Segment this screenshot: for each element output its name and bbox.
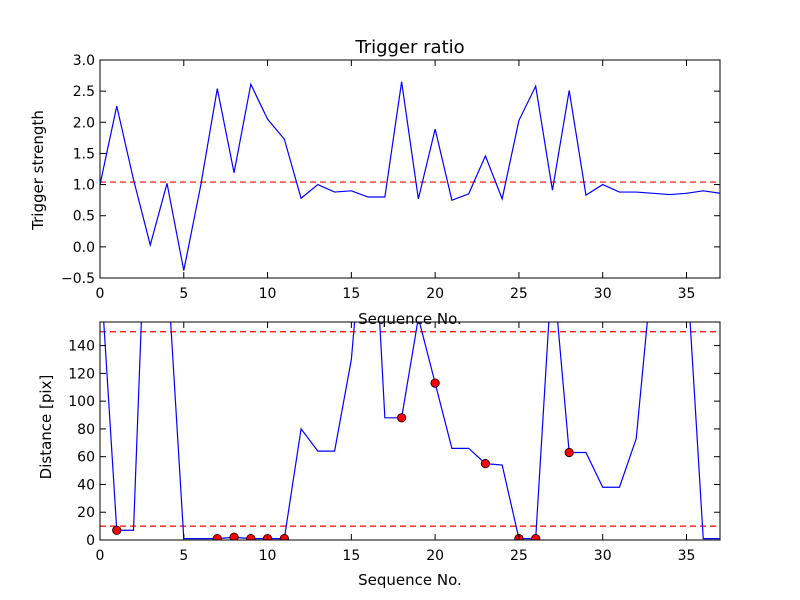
y-tick-label: 120 [68,366,95,382]
y-tick-label: 80 [77,422,95,438]
data-point-marker [246,534,256,540]
x-ticks: 0 5 10 15 20 25 30 35 [96,60,696,302]
trigger-ratio-chart: Trigger ratio −0.50.00.51.01.52.02.53.0 … [29,37,721,328]
data-point-marker [480,459,491,469]
data-point-marker [229,532,239,540]
x-axis-label: Sequence No. [358,310,462,328]
x-tick-label: 0 [96,548,105,564]
y-tick-label: 100 [68,394,95,410]
y-tick-label: 1.0 [73,178,95,194]
axes-frame [99,321,721,541]
y-axis-label: Trigger strength [29,110,47,231]
y-ticks: −0.5 0.0 0.5 1.0 1.5 2.0 2.5 3.0 [61,53,720,287]
axes-frame [99,59,721,279]
x-tick-label: 35 [678,548,696,564]
data-point-marker [430,378,440,388]
x-tick-label: 5 [179,286,188,302]
data-point-marker [564,447,574,458]
y-tick-label: 2.5 [73,84,95,100]
y-tick-label: 3.0 [73,53,95,69]
x-ticks: 0 5 10 15 20 25 30 35 [96,322,696,564]
y-tick-label: 1.5 [73,146,95,162]
data-point-marker [531,534,541,540]
data-point-marker [279,534,289,540]
x-tick-label: 5 [179,548,188,564]
y-tick-label: −0.5 [61,271,95,287]
y-tick-label: 0.0 [73,240,95,256]
y-ticks: 0 20 40 60 80 100 120 140 [68,339,720,549]
x-tick-label: 25 [510,548,528,564]
plot-area [100,81,720,271]
x-axis-label: Sequence No. [358,571,462,589]
y-axis-label: Distance [pix] [37,375,55,480]
x-tick-label: 25 [510,286,528,302]
x-tick-label: 30 [594,548,612,564]
x-tick-label: 15 [342,286,360,302]
y-tick-label: 0 [86,533,95,549]
x-tick-label: 35 [678,286,696,302]
y-tick-label: 140 [68,339,95,355]
x-tick-label: 15 [342,548,360,564]
data-point-marker [397,413,407,423]
y-tick-label: 0.5 [73,209,95,225]
x-tick-label: 30 [594,286,612,302]
x-tick-label: 0 [96,286,105,302]
distance-chart: 0 20 40 60 80 100 120 140 0 5 10 15 20 25 30 35 Sequen… [37,321,721,589]
x-tick-label: 10 [259,548,277,564]
x-tick-label: 20 [426,548,444,564]
y-tick-label: 20 [77,505,95,521]
data-point-marker [212,534,222,540]
y-tick-label: 2.0 [73,115,95,131]
x-tick-label: 10 [259,286,277,302]
y-tick-label: 40 [77,477,95,493]
data-point-marker [112,525,122,535]
series-line [100,81,720,271]
y-tick-label: 60 [77,450,95,466]
x-tick-label: 20 [426,286,444,302]
chart-title: Trigger ratio [354,37,464,58]
